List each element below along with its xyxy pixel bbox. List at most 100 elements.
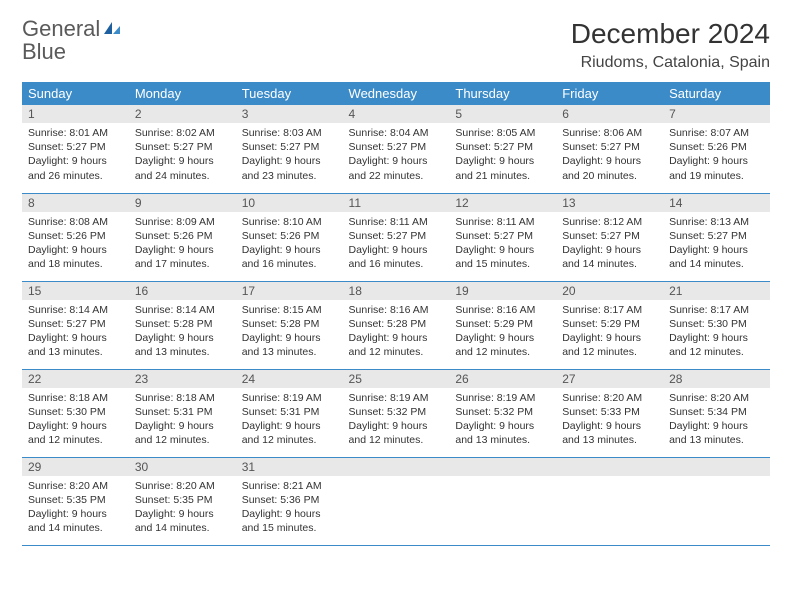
day-detail: Sunrise: 8:19 AMSunset: 5:31 PMDaylight:… <box>236 388 343 453</box>
daylight-text-2: and 12 minutes. <box>28 433 123 447</box>
day-detail: Sunrise: 8:14 AMSunset: 5:28 PMDaylight:… <box>129 300 236 365</box>
day-number: 23 <box>129 370 236 388</box>
day-detail: Sunrise: 8:04 AMSunset: 5:27 PMDaylight:… <box>343 123 450 188</box>
daylight-text-1: Daylight: 9 hours <box>669 419 764 433</box>
day-cell: 8Sunrise: 8:08 AMSunset: 5:26 PMDaylight… <box>22 193 129 281</box>
day-number: 30 <box>129 458 236 476</box>
day-detail: Sunrise: 8:13 AMSunset: 5:27 PMDaylight:… <box>663 212 770 277</box>
daylight-text-1: Daylight: 9 hours <box>669 154 764 168</box>
sunrise-text: Sunrise: 8:17 AM <box>562 303 657 317</box>
daylight-text-2: and 23 minutes. <box>242 169 337 183</box>
day-detail: Sunrise: 8:07 AMSunset: 5:26 PMDaylight:… <box>663 123 770 188</box>
day-number: 20 <box>556 282 663 300</box>
day-number: 10 <box>236 194 343 212</box>
daylight-text-2: and 22 minutes. <box>349 169 444 183</box>
sunset-text: Sunset: 5:32 PM <box>455 405 550 419</box>
daylight-text-1: Daylight: 9 hours <box>242 243 337 257</box>
daylight-text-2: and 13 minutes. <box>669 433 764 447</box>
daylight-text-2: and 15 minutes. <box>242 521 337 535</box>
day-detail: Sunrise: 8:16 AMSunset: 5:28 PMDaylight:… <box>343 300 450 365</box>
daylight-text-2: and 12 minutes. <box>562 345 657 359</box>
daylight-text-2: and 13 minutes. <box>242 345 337 359</box>
sunset-text: Sunset: 5:31 PM <box>135 405 230 419</box>
sunrise-text: Sunrise: 8:12 AM <box>562 215 657 229</box>
week-row: 22Sunrise: 8:18 AMSunset: 5:30 PMDayligh… <box>22 369 770 457</box>
sunset-text: Sunset: 5:35 PM <box>135 493 230 507</box>
day-detail <box>449 476 556 536</box>
day-detail <box>343 476 450 536</box>
sunset-text: Sunset: 5:26 PM <box>242 229 337 243</box>
day-cell: 21Sunrise: 8:17 AMSunset: 5:30 PMDayligh… <box>663 281 770 369</box>
calendar-table: Sunday Monday Tuesday Wednesday Thursday… <box>22 82 770 546</box>
sunset-text: Sunset: 5:27 PM <box>455 140 550 154</box>
day-detail: Sunrise: 8:20 AMSunset: 5:34 PMDaylight:… <box>663 388 770 453</box>
day-number: 8 <box>22 194 129 212</box>
day-detail: Sunrise: 8:21 AMSunset: 5:36 PMDaylight:… <box>236 476 343 541</box>
day-detail: Sunrise: 8:14 AMSunset: 5:27 PMDaylight:… <box>22 300 129 365</box>
day-cell: 27Sunrise: 8:20 AMSunset: 5:33 PMDayligh… <box>556 369 663 457</box>
day-number: 18 <box>343 282 450 300</box>
day-number <box>449 458 556 476</box>
day-detail: Sunrise: 8:03 AMSunset: 5:27 PMDaylight:… <box>236 123 343 188</box>
day-number: 21 <box>663 282 770 300</box>
sunset-text: Sunset: 5:28 PM <box>349 317 444 331</box>
daylight-text-2: and 12 minutes. <box>242 433 337 447</box>
day-cell: 22Sunrise: 8:18 AMSunset: 5:30 PMDayligh… <box>22 369 129 457</box>
daylight-text-1: Daylight: 9 hours <box>455 154 550 168</box>
daylight-text-1: Daylight: 9 hours <box>562 154 657 168</box>
daylight-text-1: Daylight: 9 hours <box>135 419 230 433</box>
weekday-header: Tuesday <box>236 82 343 105</box>
daylight-text-2: and 24 minutes. <box>135 169 230 183</box>
daylight-text-2: and 13 minutes. <box>562 433 657 447</box>
logo-text: General Blue <box>22 18 122 64</box>
sunrise-text: Sunrise: 8:16 AM <box>455 303 550 317</box>
sunrise-text: Sunrise: 8:18 AM <box>28 391 123 405</box>
weekday-header: Sunday <box>22 82 129 105</box>
day-number: 24 <box>236 370 343 388</box>
day-detail: Sunrise: 8:11 AMSunset: 5:27 PMDaylight:… <box>449 212 556 277</box>
day-cell: 20Sunrise: 8:17 AMSunset: 5:29 PMDayligh… <box>556 281 663 369</box>
sunrise-text: Sunrise: 8:21 AM <box>242 479 337 493</box>
day-cell: 28Sunrise: 8:20 AMSunset: 5:34 PMDayligh… <box>663 369 770 457</box>
day-cell: 15Sunrise: 8:14 AMSunset: 5:27 PMDayligh… <box>22 281 129 369</box>
sunset-text: Sunset: 5:27 PM <box>562 140 657 154</box>
sunset-text: Sunset: 5:27 PM <box>562 229 657 243</box>
day-detail <box>556 476 663 536</box>
sunrise-text: Sunrise: 8:03 AM <box>242 126 337 140</box>
sunset-text: Sunset: 5:26 PM <box>669 140 764 154</box>
daylight-text-2: and 26 minutes. <box>28 169 123 183</box>
day-cell: 2Sunrise: 8:02 AMSunset: 5:27 PMDaylight… <box>129 105 236 193</box>
title-block: December 2024 Riudoms, Catalonia, Spain <box>571 18 770 72</box>
daylight-text-1: Daylight: 9 hours <box>242 419 337 433</box>
day-number: 1 <box>22 105 129 123</box>
weekday-header: Saturday <box>663 82 770 105</box>
sunrise-text: Sunrise: 8:13 AM <box>669 215 764 229</box>
day-number <box>663 458 770 476</box>
day-cell: 6Sunrise: 8:06 AMSunset: 5:27 PMDaylight… <box>556 105 663 193</box>
daylight-text-2: and 16 minutes. <box>242 257 337 271</box>
day-number: 26 <box>449 370 556 388</box>
day-cell: 18Sunrise: 8:16 AMSunset: 5:28 PMDayligh… <box>343 281 450 369</box>
day-detail: Sunrise: 8:18 AMSunset: 5:31 PMDaylight:… <box>129 388 236 453</box>
day-cell: 17Sunrise: 8:15 AMSunset: 5:28 PMDayligh… <box>236 281 343 369</box>
day-detail: Sunrise: 8:19 AMSunset: 5:32 PMDaylight:… <box>343 388 450 453</box>
day-cell: 24Sunrise: 8:19 AMSunset: 5:31 PMDayligh… <box>236 369 343 457</box>
sunset-text: Sunset: 5:29 PM <box>455 317 550 331</box>
sunset-text: Sunset: 5:30 PM <box>669 317 764 331</box>
day-cell <box>449 457 556 545</box>
day-number: 14 <box>663 194 770 212</box>
daylight-text-2: and 14 minutes. <box>28 521 123 535</box>
weekday-header: Thursday <box>449 82 556 105</box>
day-detail: Sunrise: 8:01 AMSunset: 5:27 PMDaylight:… <box>22 123 129 188</box>
sunset-text: Sunset: 5:32 PM <box>349 405 444 419</box>
day-detail: Sunrise: 8:10 AMSunset: 5:26 PMDaylight:… <box>236 212 343 277</box>
calendar-body: 1Sunrise: 8:01 AMSunset: 5:27 PMDaylight… <box>22 105 770 545</box>
day-cell: 30Sunrise: 8:20 AMSunset: 5:35 PMDayligh… <box>129 457 236 545</box>
sunrise-text: Sunrise: 8:09 AM <box>135 215 230 229</box>
daylight-text-2: and 21 minutes. <box>455 169 550 183</box>
day-number: 13 <box>556 194 663 212</box>
day-cell: 12Sunrise: 8:11 AMSunset: 5:27 PMDayligh… <box>449 193 556 281</box>
sunrise-text: Sunrise: 8:16 AM <box>349 303 444 317</box>
daylight-text-1: Daylight: 9 hours <box>28 331 123 345</box>
sunrise-text: Sunrise: 8:02 AM <box>135 126 230 140</box>
